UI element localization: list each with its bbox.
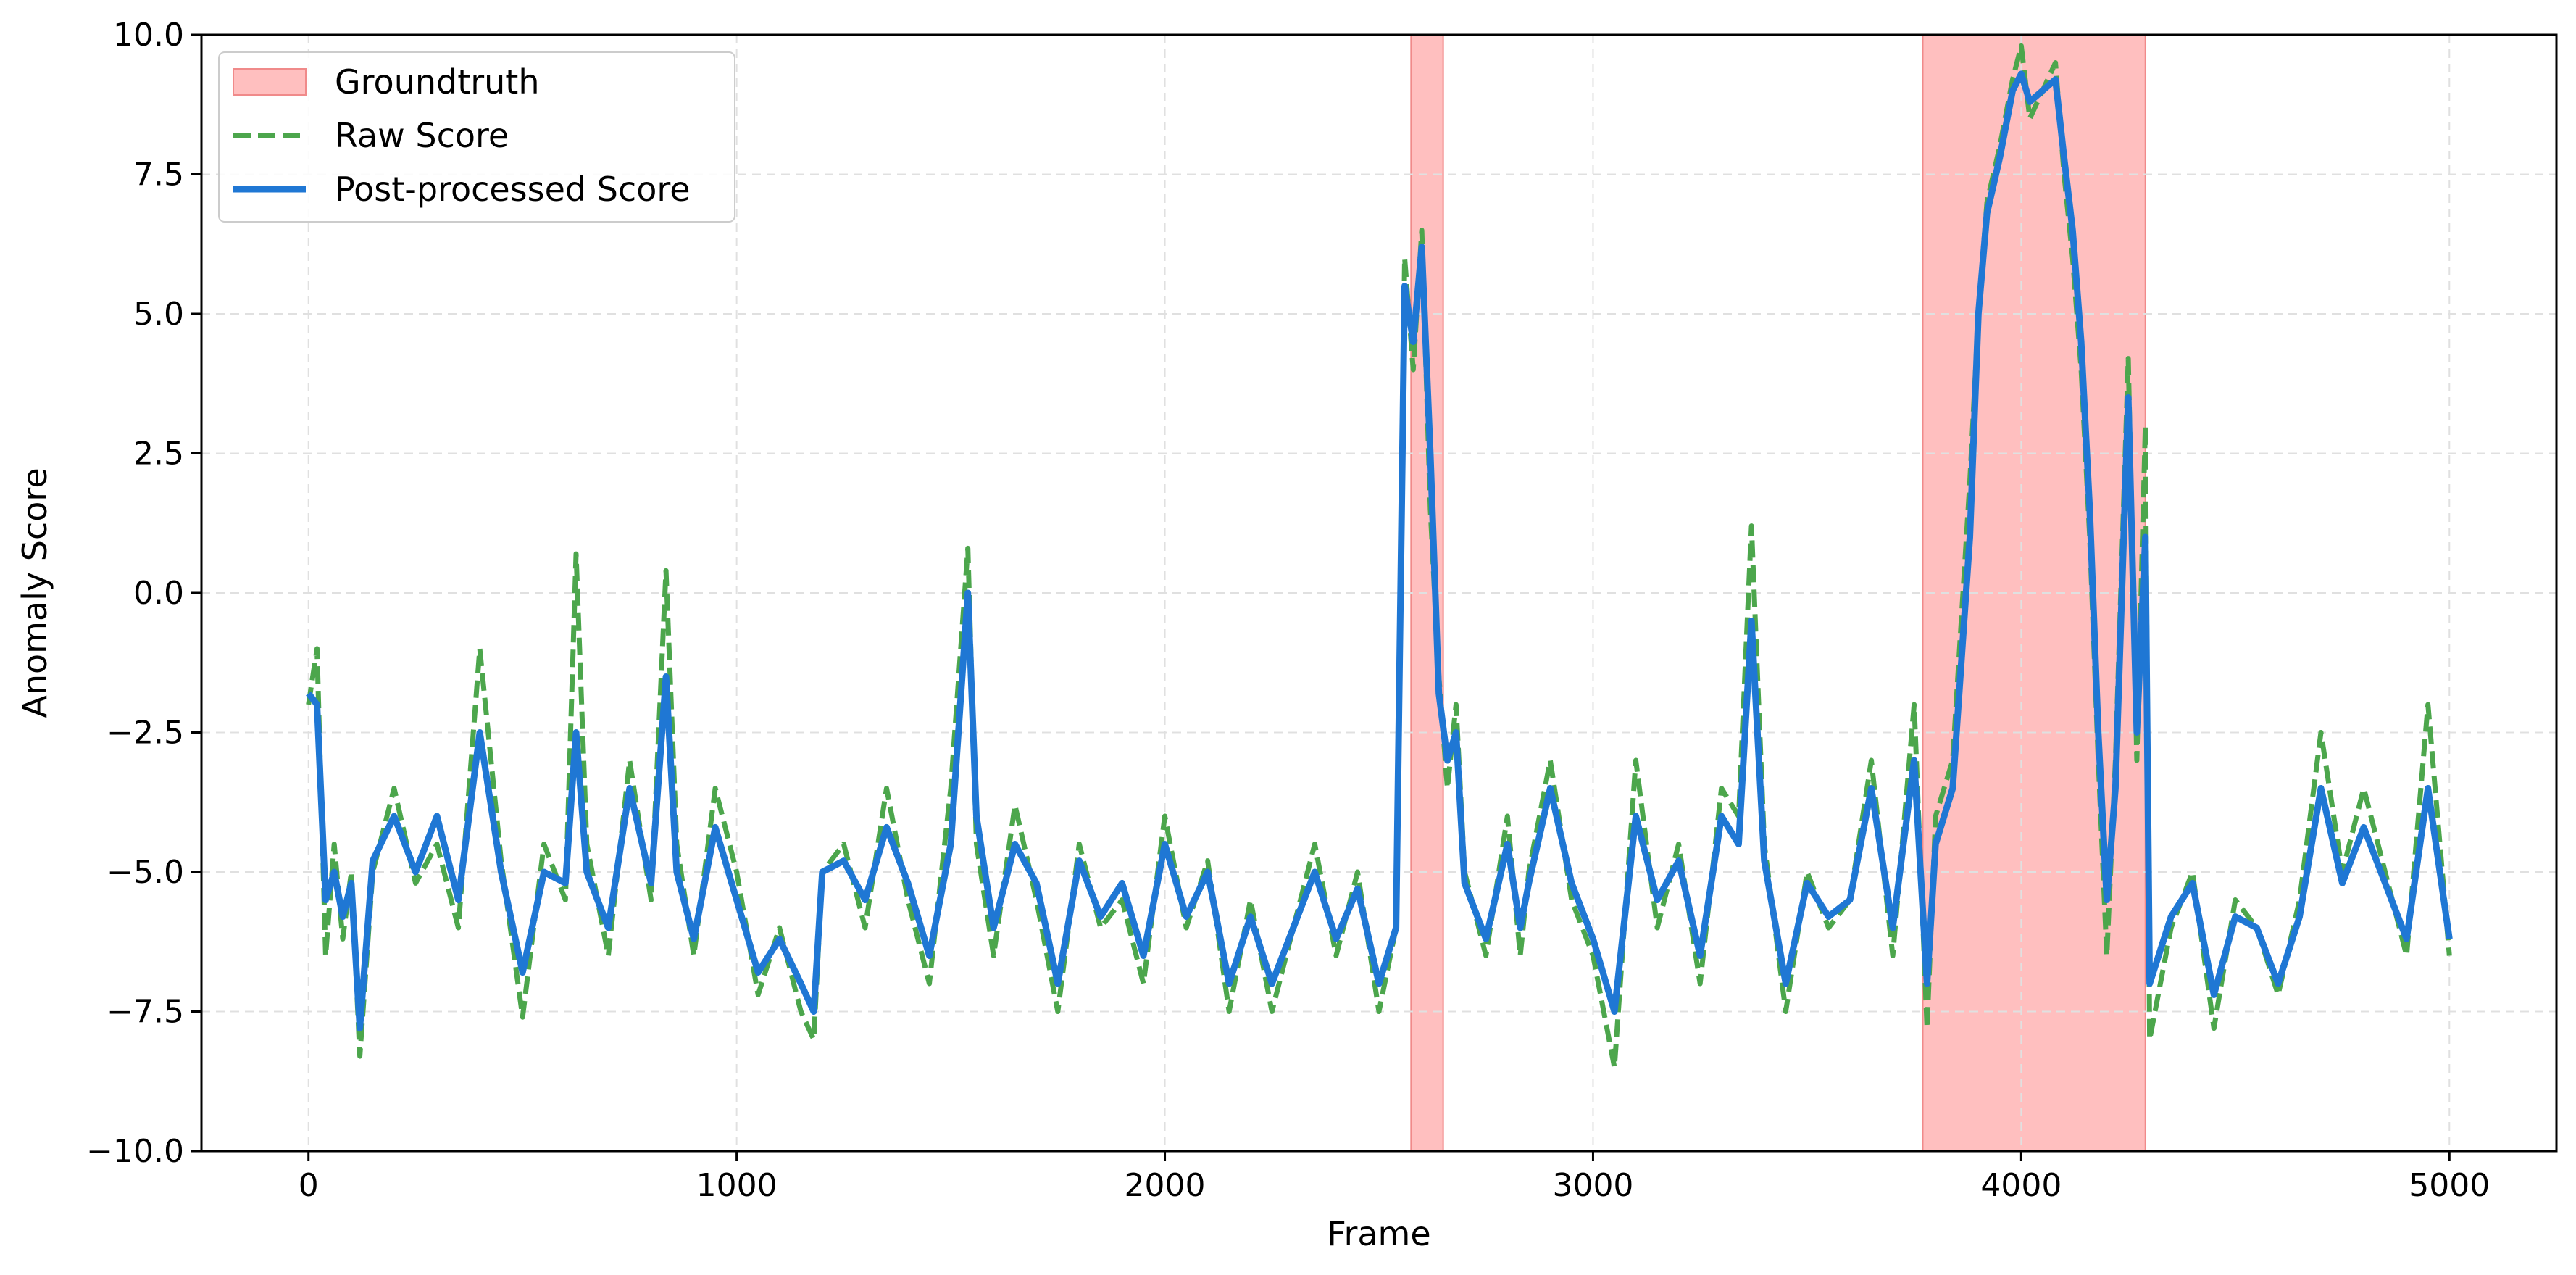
y-tick-label: −2.5 bbox=[107, 715, 184, 752]
x-tick-label: 3000 bbox=[1552, 1167, 1633, 1204]
post-processed-score-line bbox=[306, 70, 2453, 1032]
legend-frame bbox=[218, 51, 735, 223]
x-tick-label: 2000 bbox=[1125, 1167, 1206, 1204]
y-tick-label: 7.5 bbox=[133, 157, 184, 194]
legend-post-processed-label: Post-processed Score bbox=[335, 170, 691, 209]
y-tick-label: 0.0 bbox=[133, 575, 184, 612]
legend-groundtruth-label: Groundtruth bbox=[335, 62, 540, 101]
y-axis-label: Anomaly Score bbox=[15, 468, 54, 718]
x-tick-label: 5000 bbox=[2409, 1167, 2490, 1204]
x-tick-label: 4000 bbox=[1980, 1167, 2062, 1204]
y-tick-label: 5.0 bbox=[133, 296, 184, 333]
legend: Groundtruth Raw Score Post-processed Sco… bbox=[218, 51, 735, 223]
x-tick-label: 1000 bbox=[696, 1167, 778, 1204]
y-tick-label: −7.5 bbox=[107, 994, 184, 1031]
y-tick-label: 2.5 bbox=[133, 436, 184, 473]
legend-raw-score-label: Raw Score bbox=[335, 116, 509, 155]
y-tick-label: −5.0 bbox=[107, 854, 184, 891]
series-layer bbox=[306, 43, 2453, 1070]
y-tick-label: −10.0 bbox=[86, 1133, 184, 1170]
x-tick-label: 0 bbox=[299, 1167, 319, 1204]
y-tick-label: 10.0 bbox=[113, 17, 184, 54]
x-axis-label: Frame bbox=[1327, 1214, 1430, 1253]
tick-layer: 0 1000 2000 3000 4000 5000 −10.0 −7.5 −5.0 −2.5 0.… bbox=[86, 17, 2490, 1204]
legend-groundtruth-swatch bbox=[233, 68, 307, 96]
